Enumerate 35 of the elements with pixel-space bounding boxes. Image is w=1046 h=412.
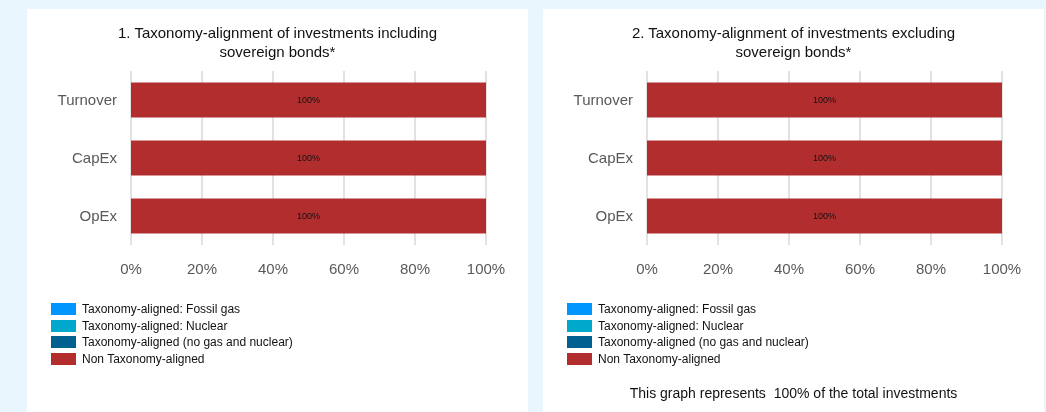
chart-title: 2. Taxonomy-alignment of investments excluding sovereign bonds* — [630, 23, 957, 61]
text: This graph represents 100% of the total investments — [628, 385, 959, 401]
x-tick-label: 100% — [982, 259, 1022, 277]
y-tick-label: OpEx — [79, 207, 118, 225]
x-tick-label: 20% — [702, 259, 734, 277]
y-tick-label: CapEx — [587, 149, 634, 167]
data-label: 100% — [296, 211, 321, 222]
x-tick-label: 20% — [186, 259, 218, 277]
data-label: 100% — [296, 95, 321, 106]
legend-label: Taxonomy-aligned: Fossil gas — [82, 302, 241, 317]
x-tick-label: 0% — [120, 259, 142, 277]
legend-label: Non Taxonomy-aligned — [82, 351, 205, 366]
y-tick-label: Turnover — [573, 91, 633, 109]
chart-title: 1. Taxonomy-alignment of investments including sovereign bonds* — [116, 23, 439, 61]
x-tick-label: 60% — [328, 259, 360, 277]
x-tick-label: 80% — [915, 259, 947, 277]
x-tick-label: 60% — [844, 259, 876, 277]
legend-label: Taxonomy-aligned: Nuclear — [598, 318, 744, 333]
legend-label: Taxonomy-aligned: Fossil gas — [598, 302, 757, 317]
y-tick-label: OpEx — [595, 207, 634, 225]
data-label: 100% — [812, 95, 837, 106]
data-label: 100% — [812, 211, 837, 222]
x-tick-label: 40% — [257, 259, 289, 277]
x-tick-label: 100% — [466, 259, 506, 277]
legend-label: Taxonomy-aligned (no gas and nuclear) — [598, 335, 809, 350]
legend-label: Taxonomy-aligned: Nuclear — [82, 318, 228, 333]
legend-label: Non Taxonomy-aligned — [598, 351, 721, 366]
legend-label: Taxonomy-aligned (no gas and nuclear) — [82, 335, 293, 350]
data-label: 100% — [812, 153, 837, 164]
data-label: 100% — [296, 153, 321, 164]
y-tick-label: Turnover — [57, 91, 117, 109]
y-tick-label: CapEx — [71, 149, 118, 167]
x-tick-label: 40% — [773, 259, 805, 277]
x-tick-label: 0% — [636, 259, 658, 277]
x-tick-label: 80% — [399, 259, 431, 277]
